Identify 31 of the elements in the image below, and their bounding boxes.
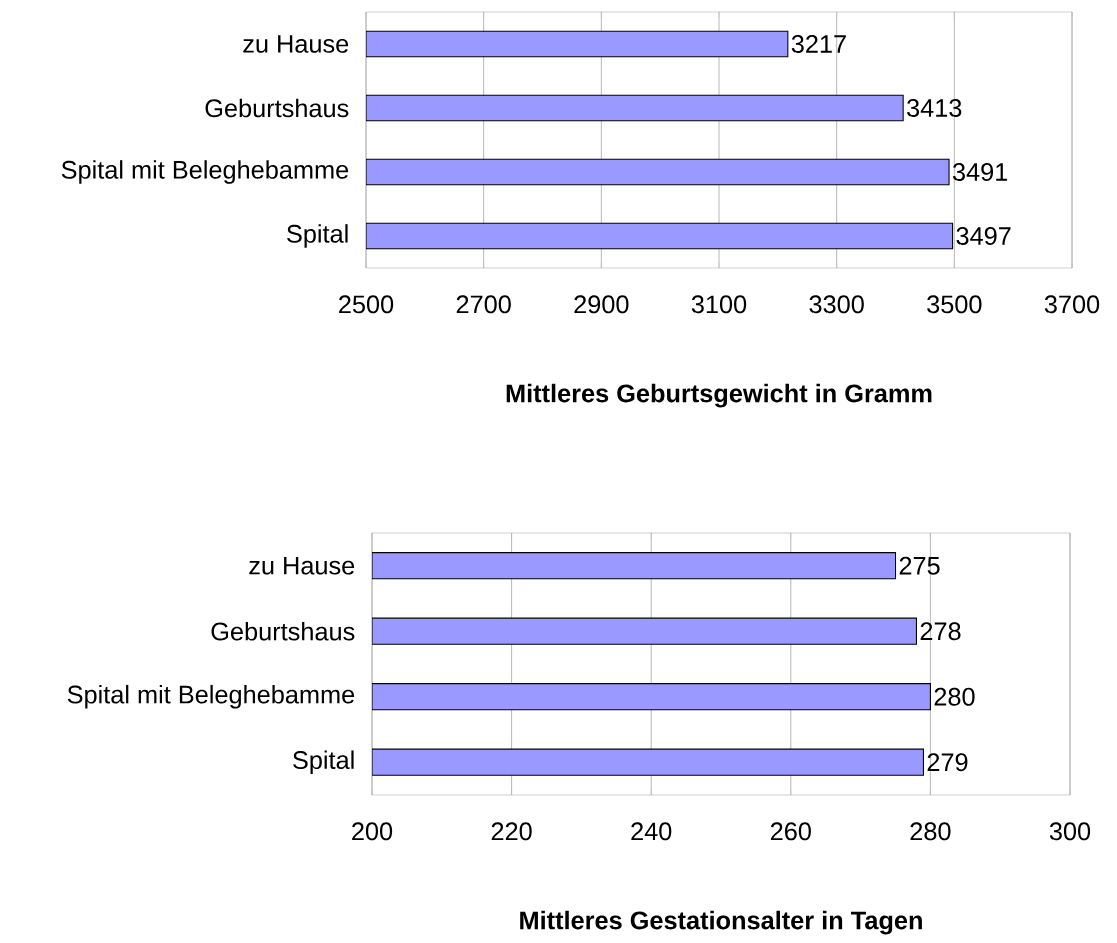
x-tick-label: 2500 <box>339 295 394 314</box>
x-tick-label: 3500 <box>927 295 982 314</box>
x-tick-label: 3300 <box>809 295 864 314</box>
x-axis-title: Mittleres Gestationsalter in Tagen <box>520 910 922 935</box>
data-label: 280 <box>934 687 975 706</box>
x-tick-label: 260 <box>770 822 811 841</box>
data-label: 3217 <box>791 35 846 53</box>
x-tick-label: 3100 <box>691 295 747 314</box>
y-tick-label: Spital <box>287 224 348 248</box>
x-tick-label: 2900 <box>574 295 629 314</box>
data-label: 278 <box>920 622 961 641</box>
x-tick-label: 2700 <box>456 295 511 314</box>
data-label: 3413 <box>907 99 962 117</box>
y-tick-label: zu Hause <box>243 35 349 53</box>
data-label: 275 <box>899 556 940 575</box>
data-label: 3497 <box>956 227 1011 245</box>
y-tick-label: zu Hause <box>249 556 355 575</box>
y-tick-label: Spital mit Beleghebamme <box>67 684 355 709</box>
x-tick-label: 300 <box>1049 822 1091 841</box>
y-tick-label: Spital mit Beleghebamme <box>61 160 349 184</box>
x-tick-label: 240 <box>631 822 672 841</box>
x-tick-label: 280 <box>910 822 951 841</box>
x-tick-label: 220 <box>491 822 532 841</box>
x-tick-label: 200 <box>352 822 393 841</box>
data-label: 279 <box>927 753 968 772</box>
x-tick-label: 3700 <box>1044 295 1100 314</box>
y-tick-label: Geburtshaus <box>211 621 355 641</box>
y-tick-label: Spital <box>293 750 354 775</box>
y-tick-label: Geburtshaus <box>205 98 349 118</box>
data-label: 3491 <box>952 163 1008 181</box>
x-axis-title: Mittleres Geburtsgewicht in Gramm <box>506 383 932 408</box>
